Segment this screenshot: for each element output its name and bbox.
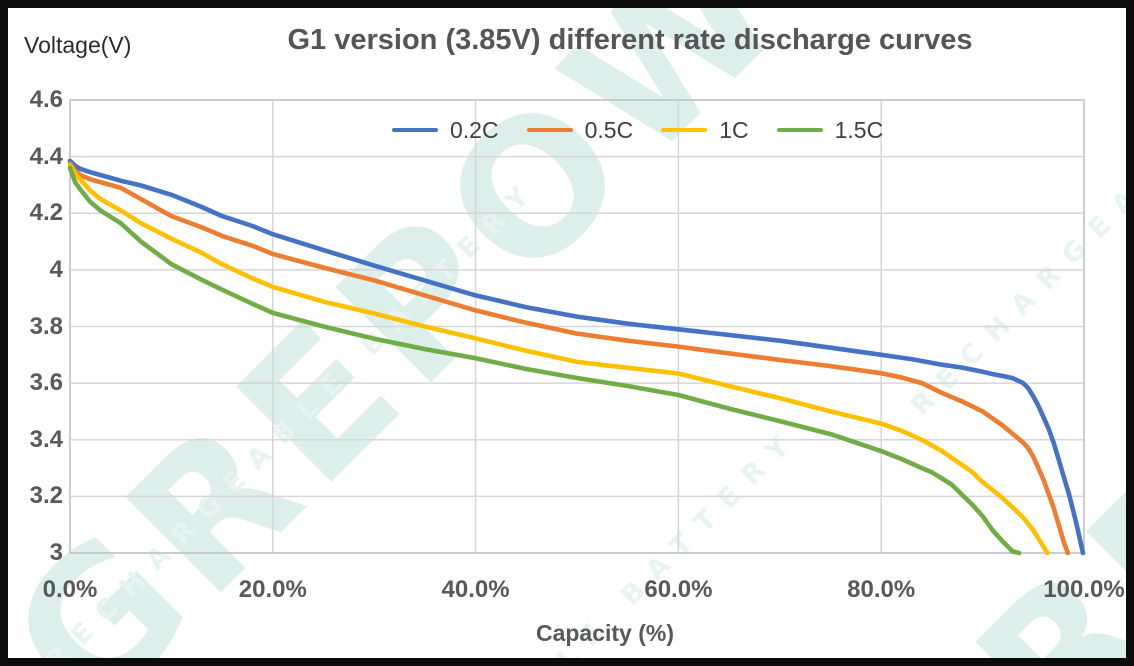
legend-item-0.5C: 0.5C (526, 116, 634, 144)
x-tick-label: 20.0% (238, 576, 307, 603)
legend-line-swatch (776, 128, 823, 132)
legend-label: 0.5C (584, 117, 634, 143)
x-tick-label: 40.0% (441, 576, 510, 603)
legend-item-1C: 1C (661, 116, 749, 144)
y-tick-label: 3.8 (29, 312, 63, 340)
curve-1.5C (67, 165, 1022, 556)
x-tick-label: 60.0% (644, 576, 713, 603)
legend-line-swatch (661, 128, 708, 132)
y-tick-label: 3.6 (29, 369, 63, 397)
legend-label: 1.5C (834, 117, 884, 143)
legend-line-swatch (392, 128, 438, 132)
legend-label: 0.2C (450, 117, 499, 143)
legend-line-swatch (526, 128, 573, 132)
curve-0.2C (67, 158, 1086, 556)
y-tick-label: 3.4 (29, 425, 63, 453)
legend: 0.2C 0.5C 1C 1.5C (392, 116, 883, 144)
y-tick-label: 4.6 (29, 86, 63, 113)
legend-item-0.2C: 0.2C (392, 116, 499, 144)
y-axis-title: Voltage(V) (24, 32, 132, 58)
curve-1C (67, 162, 1050, 556)
x-tick-label: 0.0% (42, 576, 98, 603)
legend-label: 1C (719, 117, 749, 143)
x-tick-label: 80.0% (847, 576, 916, 603)
y-tick-label: 3.2 (29, 482, 63, 510)
x-tick-label: 100.0% (1043, 576, 1125, 603)
y-tick-label: 4.4 (29, 142, 63, 170)
y-tick-label: 4.2 (29, 199, 63, 227)
legend-item-1.5C: 1.5C (776, 116, 884, 144)
y-tick-label: 4 (49, 255, 63, 283)
curve-0.5C (67, 161, 1071, 556)
y-tick-label: 3 (49, 539, 63, 566)
x-axis-title: Capacity (%) (535, 620, 675, 646)
chart-title: G1 version (3.85V) different rate discha… (287, 24, 973, 56)
